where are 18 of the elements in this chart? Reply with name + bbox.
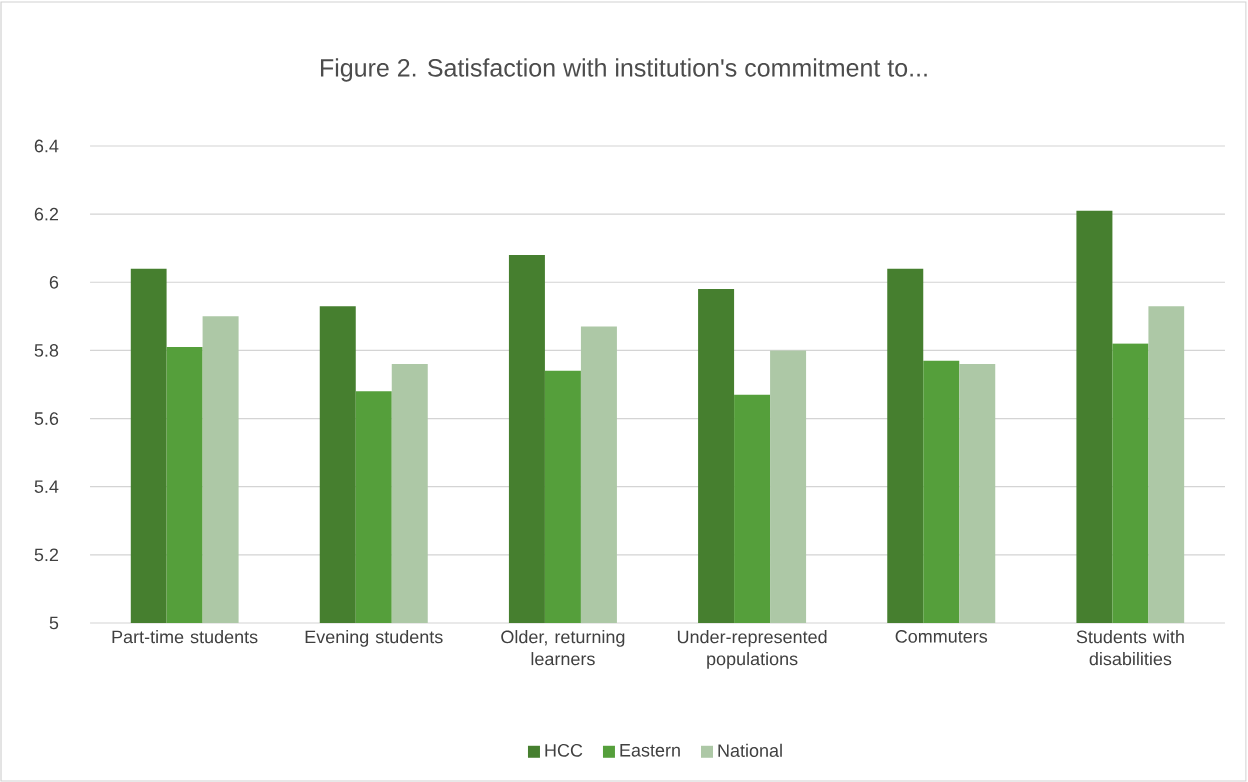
legend-label: National xyxy=(718,743,782,757)
legend-label: Eastern xyxy=(620,744,680,757)
y-tick-label: 6.2 xyxy=(34,207,59,221)
y-tick-label: 5 xyxy=(49,616,59,630)
y-tick-label: 5.8 xyxy=(34,344,59,357)
x-tick-label: Students with disabilities xyxy=(1076,630,1184,666)
y-tick-label: 5.4 xyxy=(34,480,59,493)
y-tick-label: 5.6 xyxy=(34,412,59,425)
y-tick-label: 5.2 xyxy=(34,548,59,562)
x-tick-label: Evening students xyxy=(305,630,443,647)
y-tick-label: 6 xyxy=(49,275,59,289)
chart-title: Figure 2. Satisfaction with institution's commitment to... xyxy=(321,58,927,82)
x-tick-label: Part-time students xyxy=(112,630,258,644)
legend-label: HCC xyxy=(545,743,583,757)
y-tick-label: 6.4 xyxy=(34,139,59,153)
x-tick-label: Under-represented populations xyxy=(677,630,827,669)
x-tick-label: Commuters xyxy=(895,630,988,643)
x-tick-label: Older, returning learners xyxy=(501,630,625,666)
